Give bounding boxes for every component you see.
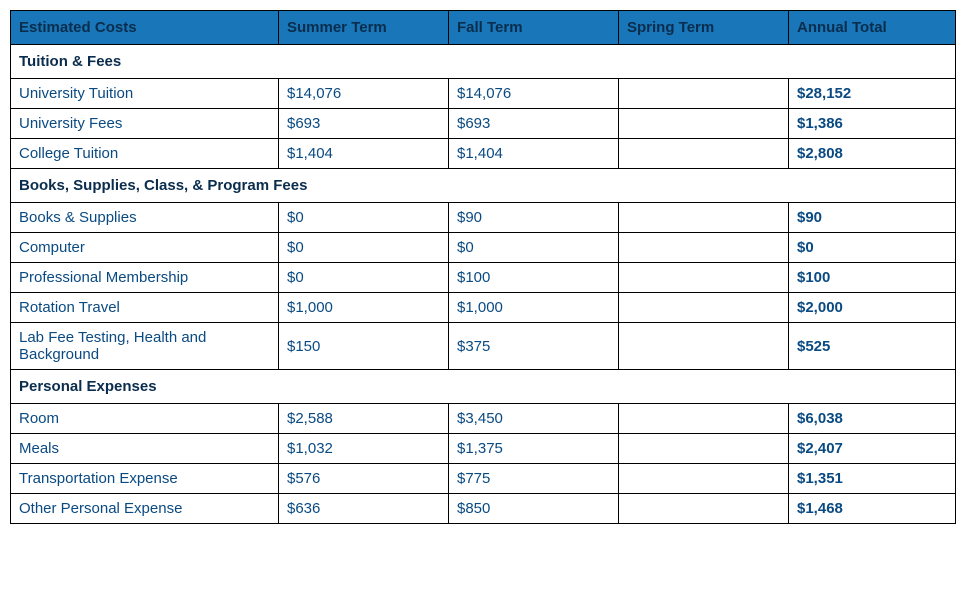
row-label: Computer <box>11 233 279 263</box>
table-row: Meals$1,032$1,375 $2,407 <box>11 434 956 464</box>
section-title: Personal Expenses <box>11 370 956 404</box>
cell-annual: $1,351 <box>789 464 956 494</box>
cell-summer: $14,076 <box>279 79 449 109</box>
row-label: Lab Fee Testing, Health and Background <box>11 323 279 370</box>
section-header-row: Books, Supplies, Class, & Program Fees <box>11 169 956 203</box>
cell-fall: $14,076 <box>449 79 619 109</box>
cell-summer: $0 <box>279 203 449 233</box>
row-label: College Tuition <box>11 139 279 169</box>
cell-annual: $100 <box>789 263 956 293</box>
cell-annual: $2,808 <box>789 139 956 169</box>
cell-fall: $1,375 <box>449 434 619 464</box>
cell-summer: $1,032 <box>279 434 449 464</box>
table-row: Other Personal Expense$636$850 $1,468 <box>11 494 956 524</box>
cell-annual: $2,407 <box>789 434 956 464</box>
table-row: Professional Membership$0$100$100 <box>11 263 956 293</box>
cell-spring <box>619 109 789 139</box>
row-label: University Fees <box>11 109 279 139</box>
table-row: Books & Supplies$0$90$90 <box>11 203 956 233</box>
cell-fall: $850 <box>449 494 619 524</box>
cell-annual: $1,386 <box>789 109 956 139</box>
row-label: Transportation Expense <box>11 464 279 494</box>
row-label: Books & Supplies <box>11 203 279 233</box>
cell-annual: $525 <box>789 323 956 370</box>
table-row: Computer$0$0$0 <box>11 233 956 263</box>
cell-spring <box>619 263 789 293</box>
cell-fall: $3,450 <box>449 404 619 434</box>
section-title: Books, Supplies, Class, & Program Fees <box>11 169 956 203</box>
cell-fall: $693 <box>449 109 619 139</box>
cell-fall: $90 <box>449 203 619 233</box>
cell-spring <box>619 404 789 434</box>
cell-summer: $150 <box>279 323 449 370</box>
cell-summer: $1,000 <box>279 293 449 323</box>
cell-spring <box>619 464 789 494</box>
cell-fall: $100 <box>449 263 619 293</box>
section-title: Tuition & Fees <box>11 45 956 79</box>
cell-fall: $775 <box>449 464 619 494</box>
section-header-row: Tuition & Fees <box>11 45 956 79</box>
cell-spring <box>619 293 789 323</box>
cell-annual: $1,468 <box>789 494 956 524</box>
section-header-row: Personal Expenses <box>11 370 956 404</box>
row-label: Rotation Travel <box>11 293 279 323</box>
row-label: University Tuition <box>11 79 279 109</box>
table-row: University Tuition$14,076$14,076$28,152 <box>11 79 956 109</box>
cell-fall: $1,000 <box>449 293 619 323</box>
cell-fall: $375 <box>449 323 619 370</box>
table-row: University Fees$693$693$1,386 <box>11 109 956 139</box>
cell-spring <box>619 139 789 169</box>
col-header-fall-term: Fall Term <box>449 11 619 45</box>
row-label: Professional Membership <box>11 263 279 293</box>
table-row: Room$2,588$3,450 $6,038 <box>11 404 956 434</box>
cell-fall: $0 <box>449 233 619 263</box>
table-row: Rotation Travel$1,000$1,000$2,000 <box>11 293 956 323</box>
cell-spring <box>619 434 789 464</box>
cell-summer: $693 <box>279 109 449 139</box>
cell-spring <box>619 79 789 109</box>
row-label: Other Personal Expense <box>11 494 279 524</box>
table-row: Transportation Expense$576$775 $1,351 <box>11 464 956 494</box>
cell-spring <box>619 494 789 524</box>
cell-fall: $1,404 <box>449 139 619 169</box>
table-row: College Tuition$1,404$1,404$2,808 <box>11 139 956 169</box>
cell-annual: $6,038 <box>789 404 956 434</box>
cell-summer: $2,588 <box>279 404 449 434</box>
cell-summer: $0 <box>279 263 449 293</box>
row-label: Meals <box>11 434 279 464</box>
row-label: Room <box>11 404 279 434</box>
cell-annual: $90 <box>789 203 956 233</box>
col-header-annual-total: Annual Total <box>789 11 956 45</box>
cell-summer: $636 <box>279 494 449 524</box>
table-body: Tuition & FeesUniversity Tuition$14,076$… <box>11 45 956 524</box>
cell-annual: $2,000 <box>789 293 956 323</box>
cell-annual: $0 <box>789 233 956 263</box>
cell-summer: $576 <box>279 464 449 494</box>
table-row: Lab Fee Testing, Health and Background$1… <box>11 323 956 370</box>
col-header-spring-term: Spring Term <box>619 11 789 45</box>
cell-spring <box>619 323 789 370</box>
cell-spring <box>619 233 789 263</box>
cell-summer: $0 <box>279 233 449 263</box>
cell-summer: $1,404 <box>279 139 449 169</box>
col-header-summer-term: Summer Term <box>279 11 449 45</box>
estimated-costs-table: Estimated Costs Summer Term Fall Term Sp… <box>10 10 956 524</box>
cell-annual: $28,152 <box>789 79 956 109</box>
cell-spring <box>619 203 789 233</box>
col-header-estimated-costs: Estimated Costs <box>11 11 279 45</box>
header-row: Estimated Costs Summer Term Fall Term Sp… <box>11 11 956 45</box>
